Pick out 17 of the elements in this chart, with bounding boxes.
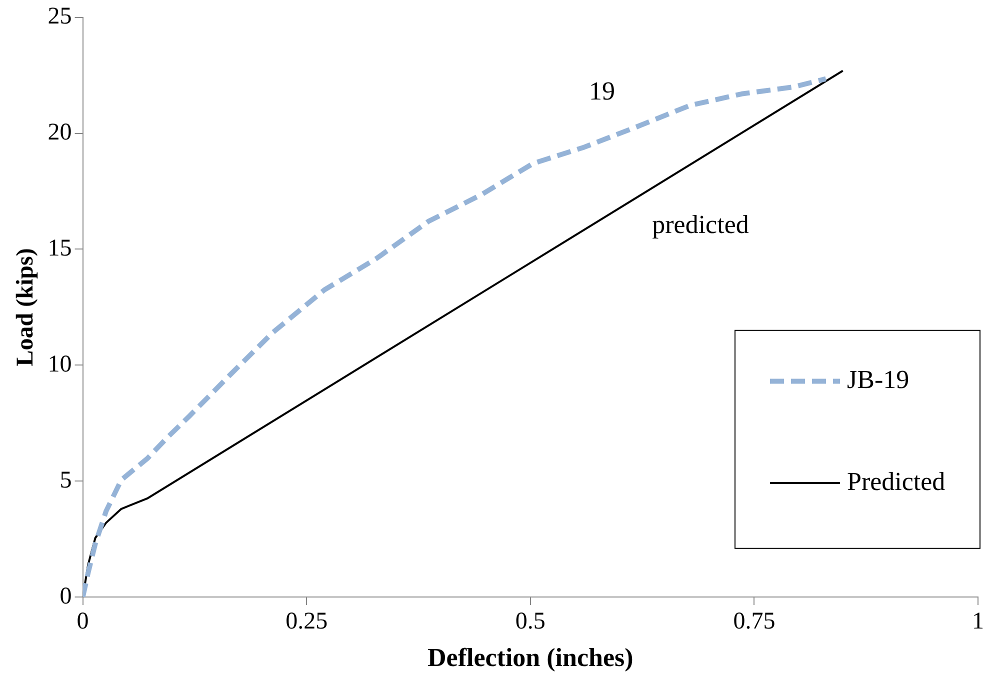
annotation: 19 [589,76,616,106]
annotation: predicted [652,210,749,239]
x-axis-title: Deflection (inches) [428,643,634,672]
y-tick-label: 20 [48,120,72,146]
x-tick-label: 0.75 [733,608,776,635]
x-tick-label: 0.25 [286,608,328,635]
y-tick-label: 25 [48,4,72,30]
x-tick-label: 1 [972,608,984,635]
x-tick-label: 0.5 [515,608,546,635]
y-tick-label: 0 [60,583,72,610]
y-tick-label: 15 [48,236,72,262]
x-tick-label: 0 [76,608,89,635]
y-tick-label: 10 [48,351,72,378]
legend-label: JB-19 [847,365,910,394]
legend-label: Predicted [847,466,946,496]
y-tick-label: 5 [60,467,72,494]
y-axis-title: Load (kips) [12,248,39,366]
